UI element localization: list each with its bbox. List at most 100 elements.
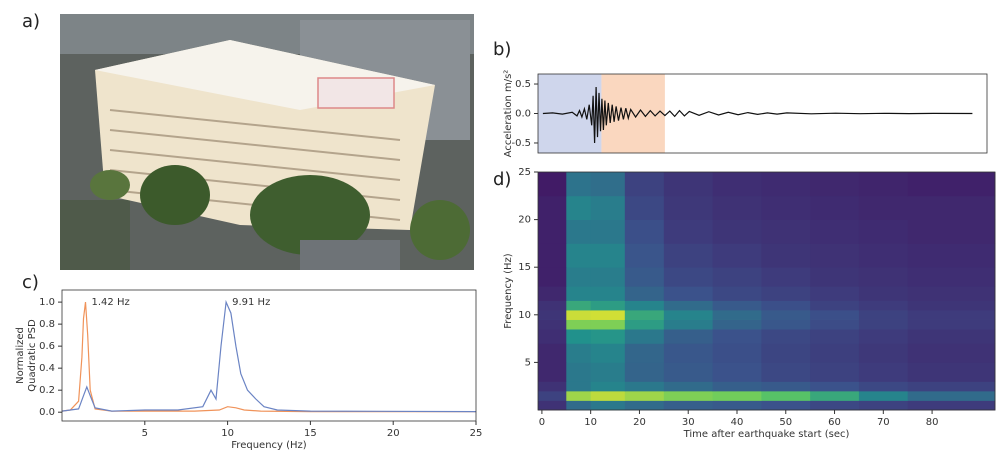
heatmap-cell (712, 243, 762, 268)
heatmap-cell (663, 362, 714, 382)
heatmap-cell (538, 329, 567, 344)
axes-frame (537, 73, 988, 154)
y-tick-label: 0.6 (39, 341, 55, 352)
heatmap-cell (624, 286, 665, 301)
heatmap-cell (712, 343, 762, 363)
heatmap-cell (624, 300, 665, 311)
heatmap-cell (858, 319, 909, 330)
heatmap-cell (907, 390, 996, 401)
y-axis-label: Acceleration m/s² (503, 70, 514, 158)
y-axis-label: Frequency (Hz) (503, 253, 514, 329)
heatmap-cell (858, 286, 909, 301)
heatmap-cell (538, 219, 567, 244)
heatmap-cell (761, 310, 811, 320)
heatmap-cell (712, 310, 762, 320)
panel-label: d) (493, 169, 511, 190)
heatmap-cell (907, 267, 996, 287)
y-tick-label: 1.0 (39, 297, 55, 308)
heatmap-cell (590, 343, 626, 363)
y-tick-label: 10 (518, 310, 531, 321)
heatmap-cell (663, 172, 714, 197)
heatmap-cell (590, 195, 626, 220)
heatmap-cell (712, 400, 762, 411)
heatmap-cell (858, 267, 909, 287)
heatmap-cell (624, 319, 665, 330)
heatmap-cell (624, 243, 665, 268)
heatmap-cell (858, 172, 909, 197)
heatmap-cell (907, 400, 996, 411)
heatmap-cell (590, 390, 626, 401)
x-tick-label: 15 (304, 428, 317, 439)
heatmap-cell (538, 310, 567, 320)
heatmap-cell (712, 381, 762, 392)
heatmap-cell (663, 286, 714, 301)
heatmap-cell (858, 343, 909, 363)
heatmap-cell (907, 343, 996, 363)
y-tick-label: 0.0 (39, 407, 55, 418)
heatmap-cell (663, 319, 714, 330)
heatmap-cell (810, 243, 860, 268)
heatmap-cell (663, 195, 714, 220)
heatmap-cell (761, 343, 811, 363)
heatmap-cell (566, 381, 592, 392)
heatmap-cell (712, 286, 762, 301)
heatmap-cell (761, 329, 811, 344)
y-tick-label: 0.5 (515, 79, 531, 90)
heatmap-cell (663, 267, 714, 287)
heatmap-cell (590, 243, 626, 268)
heatmap-cell (566, 267, 592, 287)
heatmap-cell (810, 319, 860, 330)
heatmap-cell (858, 329, 909, 344)
panel-label: b) (493, 39, 511, 60)
y-tick-label: -0.5 (511, 138, 531, 149)
heatmap-cell (810, 310, 860, 320)
heatmap-cell (761, 267, 811, 287)
heatmap-cell (538, 300, 567, 311)
heatmap-cell (566, 329, 592, 344)
heatmap-cell (538, 243, 567, 268)
heatmap-cell (663, 390, 714, 401)
heatmap-cell (566, 390, 592, 401)
x-tick-label: 80 (926, 417, 939, 428)
x-tick-label: 0 (539, 417, 545, 428)
x-tick-label: 40 (731, 417, 744, 428)
heatmap-cell (810, 390, 860, 401)
heatmap-cell (624, 390, 665, 401)
heatmap-cell (663, 243, 714, 268)
heatmap-cell (566, 319, 592, 330)
heatmap-cell (538, 400, 567, 411)
heatmap-cell (858, 243, 909, 268)
heatmap-cell (907, 300, 996, 311)
heatmap-cell (907, 219, 996, 244)
heatmap-cell (761, 319, 811, 330)
series-line (61, 299, 477, 413)
heatmap-cell (566, 400, 592, 411)
heatmap-cell (566, 300, 592, 311)
series-line (542, 86, 973, 144)
heatmap-cell (538, 286, 567, 301)
heatmap-cell (761, 243, 811, 268)
heatmap-cell (712, 319, 762, 330)
heatmap-cell (810, 300, 860, 311)
heatmap-cell (590, 219, 626, 244)
heatmap-cell (663, 343, 714, 363)
heatmap-cell (590, 286, 626, 301)
heatmap-cell (761, 362, 811, 382)
heatmap-cell (712, 390, 762, 401)
x-tick-label: 25 (470, 428, 483, 439)
heatmap-cell (624, 219, 665, 244)
x-tick-label: 70 (877, 417, 890, 428)
x-axis-label: Frequency (Hz) (231, 440, 307, 450)
heatmap-cell (663, 219, 714, 244)
y-axis-label: Quadratic PSD (27, 319, 38, 392)
axes-frame (61, 289, 477, 422)
x-tick-label: 20 (633, 417, 646, 428)
heatmap-cell (907, 381, 996, 392)
y-tick-label: 5 (525, 357, 531, 368)
heatmap-cell (761, 195, 811, 220)
y-tick-label: 20 (518, 215, 531, 226)
heatmap-cell (858, 362, 909, 382)
heatmap-cell (624, 310, 665, 320)
heatmap-cell (761, 172, 811, 197)
